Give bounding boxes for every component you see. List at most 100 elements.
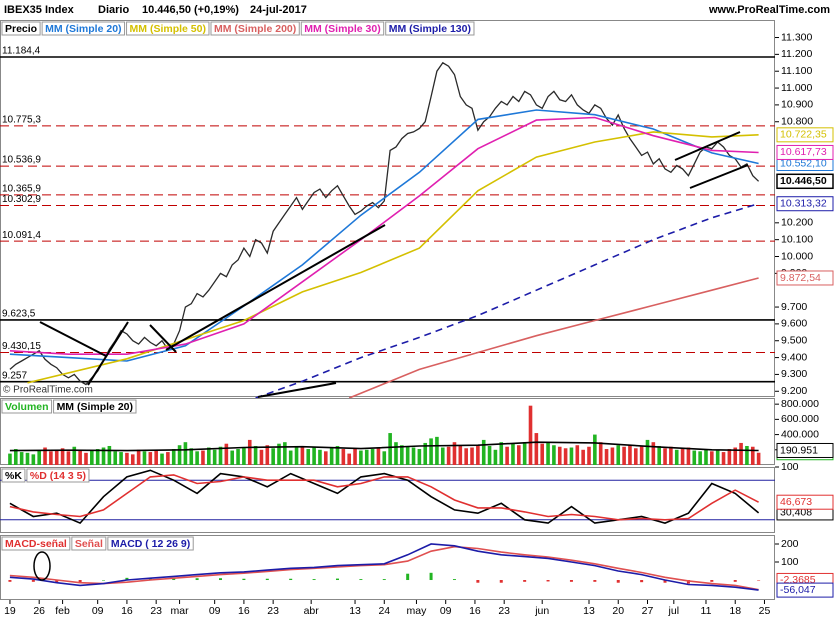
bar bbox=[370, 449, 375, 465]
level-label: 9.623,5 bbox=[2, 309, 36, 320]
value-label: 10.722,35 bbox=[780, 129, 827, 141]
bar bbox=[242, 447, 246, 465]
level-label: 9.430,15 bbox=[2, 341, 41, 352]
bar bbox=[598, 442, 603, 465]
legend-entry: MM (Simple 50) bbox=[130, 23, 206, 35]
value-label-box bbox=[776, 442, 834, 458]
bar bbox=[242, 578, 246, 581]
y-tick-label: 10.200 bbox=[781, 217, 813, 229]
value-label: 10.617,73 bbox=[780, 146, 827, 158]
bar bbox=[78, 449, 82, 465]
legend-box bbox=[53, 399, 137, 414]
x-tick-label: 18 bbox=[729, 605, 741, 617]
bar bbox=[283, 442, 287, 465]
bar bbox=[640, 580, 644, 583]
x-tick-label: 27 bbox=[642, 605, 654, 617]
value-label-box bbox=[776, 582, 834, 598]
bar bbox=[148, 452, 153, 465]
bar bbox=[745, 445, 749, 465]
bar bbox=[470, 447, 474, 465]
y-tick-label: 10.000 bbox=[781, 250, 813, 262]
y-tick-label: 11.100 bbox=[781, 65, 812, 77]
bar bbox=[271, 448, 275, 465]
bar bbox=[247, 439, 252, 465]
bar bbox=[704, 449, 708, 465]
bar bbox=[406, 573, 410, 581]
bar bbox=[300, 445, 305, 465]
bar bbox=[557, 446, 562, 465]
bar bbox=[382, 579, 386, 581]
drawings bbox=[33, 131, 749, 581]
legend-entry: MM (Simple 20) bbox=[45, 23, 121, 35]
bar bbox=[476, 445, 480, 465]
bar bbox=[575, 445, 580, 465]
bar bbox=[429, 572, 433, 581]
series-line bbox=[9, 441, 759, 452]
bar bbox=[84, 452, 88, 465]
bar bbox=[481, 439, 486, 465]
bar bbox=[19, 452, 24, 465]
series-line bbox=[9, 61, 760, 386]
bar bbox=[160, 453, 164, 465]
bar bbox=[136, 449, 141, 465]
x-tick-label: 26 bbox=[33, 605, 45, 617]
bar bbox=[31, 580, 35, 582]
x-tick-label: jun bbox=[534, 605, 549, 617]
channel-line bbox=[674, 131, 741, 161]
y-tick-label: 200 bbox=[781, 538, 799, 550]
y-tick-label: 100 bbox=[781, 461, 799, 473]
legend-box bbox=[71, 536, 107, 551]
bar bbox=[218, 446, 223, 465]
bar bbox=[142, 451, 147, 465]
bar bbox=[534, 433, 539, 465]
bar bbox=[335, 445, 340, 465]
bar bbox=[680, 449, 685, 465]
bar bbox=[692, 450, 697, 465]
legend-entry: MM (Simple 30) bbox=[304, 23, 380, 35]
legend-box bbox=[1, 21, 41, 36]
bar bbox=[505, 446, 509, 465]
x-tick-label: 23 bbox=[267, 605, 279, 617]
quote: 10.446,50 (+0,19%) bbox=[142, 4, 239, 16]
bar bbox=[487, 445, 492, 465]
bar bbox=[458, 445, 463, 465]
bar bbox=[49, 451, 53, 465]
bar bbox=[750, 446, 755, 465]
x-tick-label: 23 bbox=[498, 605, 510, 617]
bar bbox=[604, 449, 609, 465]
bar bbox=[569, 580, 573, 582]
bar bbox=[429, 438, 433, 465]
x-tick-label: feb bbox=[55, 605, 70, 617]
bar bbox=[517, 445, 521, 465]
bar bbox=[452, 442, 457, 465]
bar bbox=[219, 578, 223, 581]
bar bbox=[710, 451, 714, 465]
value-label-box bbox=[776, 127, 834, 143]
bar bbox=[207, 447, 211, 465]
bar bbox=[721, 452, 726, 465]
value-label-box bbox=[776, 494, 834, 510]
legend-box bbox=[1, 468, 26, 483]
bar bbox=[13, 449, 18, 465]
bar bbox=[698, 451, 702, 465]
bar bbox=[341, 449, 346, 465]
bar bbox=[663, 580, 667, 583]
bar bbox=[318, 449, 322, 465]
bar bbox=[382, 451, 387, 465]
bar bbox=[236, 449, 240, 465]
legend-box bbox=[126, 21, 210, 36]
bar bbox=[43, 447, 47, 465]
bar bbox=[563, 448, 568, 465]
bar bbox=[166, 452, 170, 465]
bar bbox=[733, 447, 738, 465]
panel bbox=[0, 467, 775, 533]
bar bbox=[669, 446, 673, 465]
x-tick-label: 16 bbox=[121, 605, 133, 617]
bar bbox=[347, 453, 351, 465]
y-tick-label: 9.400 bbox=[781, 351, 807, 363]
bar bbox=[727, 449, 732, 465]
series-line bbox=[255, 202, 759, 399]
x-tick-label: 20 bbox=[612, 605, 624, 617]
legend-entry: %D (14 3 5) bbox=[30, 470, 86, 482]
bar bbox=[756, 452, 761, 465]
